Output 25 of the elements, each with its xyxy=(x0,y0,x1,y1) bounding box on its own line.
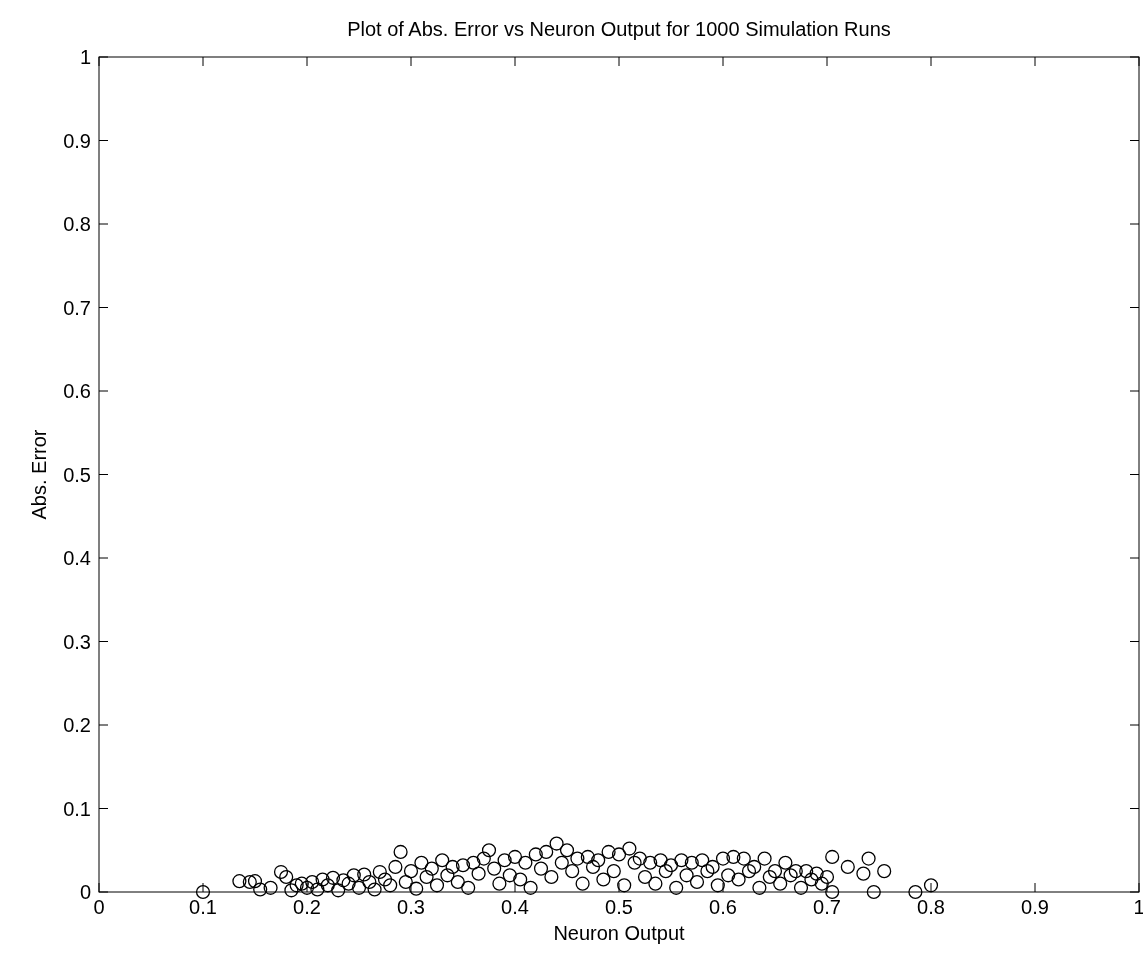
x-tick-label: 0.7 xyxy=(813,896,841,918)
y-tick-label: 0.1 xyxy=(63,797,91,820)
y-tick-label: 0.6 xyxy=(63,380,91,402)
x-tick-label: 0.2 xyxy=(293,896,321,918)
x-tick-label: 0.6 xyxy=(709,896,737,918)
y-tick-label: 0.8 xyxy=(63,213,91,235)
x-tick-label: 0.3 xyxy=(397,896,425,918)
x-tick-label: 0.8 xyxy=(917,896,945,918)
x-tick-label: 0.9 xyxy=(1021,896,1049,918)
y-axis-title: Abs. Error xyxy=(28,429,50,520)
x-tick-label: 0.5 xyxy=(605,896,633,918)
y-tick-label: 0.7 xyxy=(63,296,91,319)
y-tick-label: 0.3 xyxy=(63,630,91,653)
x-tick-label: 1 xyxy=(1133,896,1143,918)
chart-title: Plot of Abs. Error vs Neuron Output for 1000 Simulation Runs xyxy=(347,18,891,40)
x-tick-label: 0.1 xyxy=(189,896,217,918)
y-tick-label: 1 xyxy=(79,46,91,68)
x-axis-title: Neuron Output xyxy=(553,922,686,944)
x-tick-label: 0 xyxy=(93,896,105,918)
x-tick-label: 0.4 xyxy=(501,896,529,918)
y-tick-label: 0.9 xyxy=(63,129,91,152)
y-tick-label: 0.4 xyxy=(63,547,91,569)
y-tick-label: 0 xyxy=(79,881,91,903)
y-tick-label: 0.5 xyxy=(63,463,91,486)
y-tick-label: 0.2 xyxy=(63,714,91,736)
